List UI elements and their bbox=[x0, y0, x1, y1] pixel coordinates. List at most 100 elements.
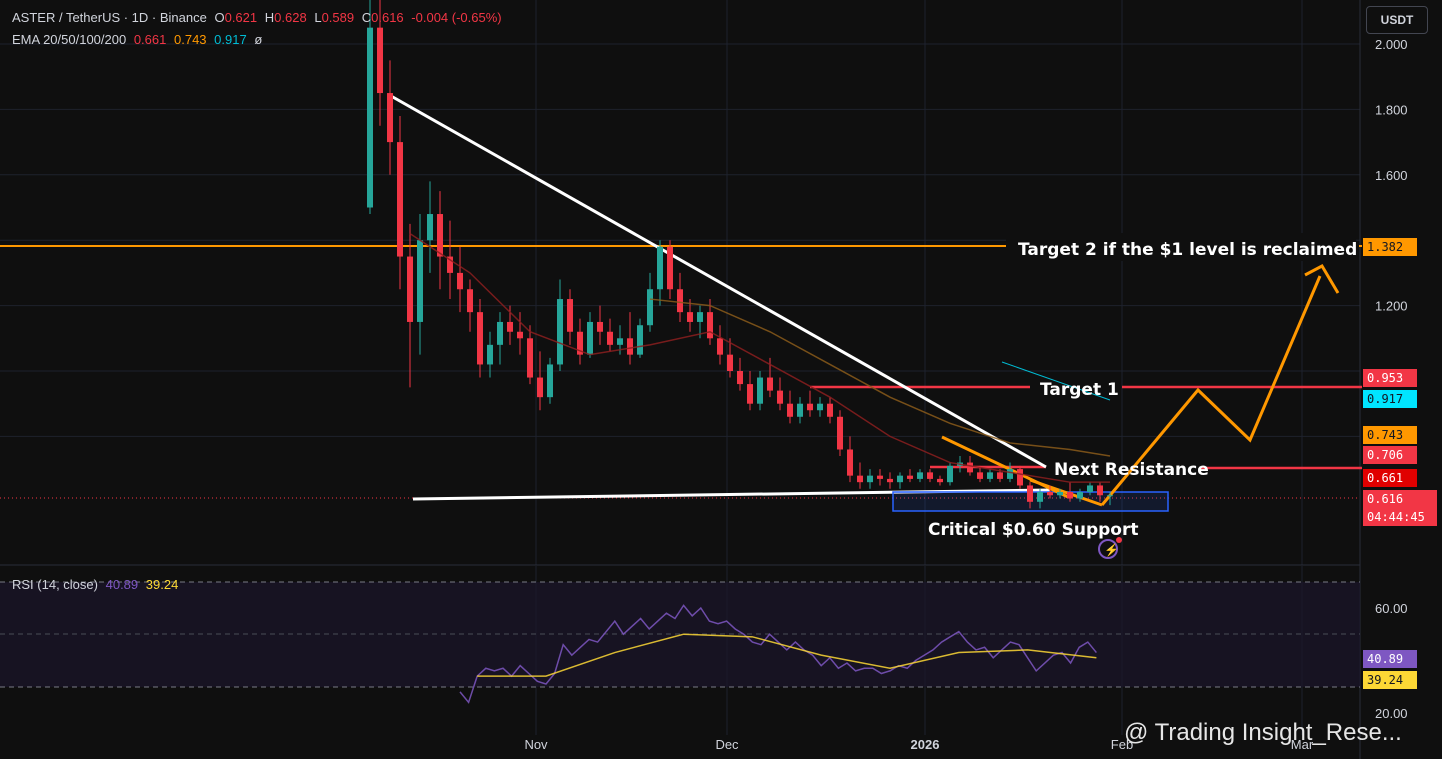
candle-body bbox=[847, 449, 853, 476]
candle-body bbox=[967, 462, 973, 473]
countdown-value: 04:44:45 bbox=[1367, 510, 1425, 524]
candle-body bbox=[427, 214, 433, 241]
time-tick-label: Feb bbox=[1111, 737, 1133, 752]
candle-body bbox=[817, 403, 823, 411]
candle-body bbox=[867, 475, 873, 483]
projection-path[interactable] bbox=[1100, 275, 1322, 506]
candle-body bbox=[567, 299, 573, 332]
time-tick-label: Nov bbox=[524, 737, 548, 752]
candle-body bbox=[547, 364, 553, 398]
candle-body bbox=[937, 478, 943, 483]
rsi-legend: RSI (14, close) 40.89 39.24 bbox=[12, 577, 182, 592]
candle-body bbox=[607, 331, 613, 345]
candle-body bbox=[707, 312, 713, 339]
price-tick-label: 2.000 bbox=[1375, 37, 1408, 52]
candle-body bbox=[1097, 485, 1103, 496]
price-tick-label: 1.800 bbox=[1375, 102, 1408, 117]
currency-button[interactable]: USDT bbox=[1366, 6, 1428, 34]
candle-body bbox=[977, 472, 983, 479]
candle-body bbox=[827, 403, 833, 417]
open-value: 0.621 bbox=[224, 10, 258, 25]
candle-body bbox=[997, 472, 1003, 479]
candle-body bbox=[447, 256, 453, 273]
candle-body bbox=[387, 93, 393, 143]
candle-body bbox=[657, 246, 663, 290]
alert-badge bbox=[1116, 537, 1122, 543]
candle-body bbox=[467, 289, 473, 313]
candle-body bbox=[1007, 469, 1013, 479]
candle-body bbox=[637, 325, 643, 355]
rsi-tick-label: 20.00 bbox=[1375, 706, 1408, 721]
candle-body bbox=[947, 465, 953, 483]
symbol-legend: ASTER / TetherUS · 1D · Binance O0.621 H… bbox=[12, 10, 506, 25]
candle-body bbox=[927, 472, 933, 479]
candle-body bbox=[777, 390, 783, 404]
ema20-line bbox=[409, 233, 1110, 483]
target2-label-bg bbox=[1006, 233, 1356, 261]
candle-body bbox=[697, 312, 703, 322]
resistance-price-tag: 0.706 bbox=[1363, 446, 1417, 464]
candle-body bbox=[437, 214, 443, 257]
target2-price-tag: 1.382 bbox=[1363, 238, 1417, 256]
candle-body bbox=[507, 321, 513, 332]
target1-label: Target 1 bbox=[1040, 380, 1119, 400]
candle-body bbox=[587, 321, 593, 355]
rsi-value-tag: 40.89 bbox=[1363, 650, 1417, 668]
close-value: 0.616 bbox=[371, 10, 404, 25]
rsi-ma-line bbox=[477, 633, 1097, 677]
ema-lines bbox=[409, 233, 1111, 483]
candle-body bbox=[717, 338, 723, 355]
orange-channel-lower[interactable] bbox=[1029, 478, 1103, 507]
candle-body bbox=[757, 377, 763, 404]
candle-body bbox=[1057, 491, 1063, 496]
ema100-value: 0.917 bbox=[214, 32, 247, 47]
rsi-lines bbox=[459, 604, 1097, 704]
resistance-label: Next Resistance bbox=[1054, 460, 1209, 480]
candle-body bbox=[917, 472, 923, 479]
candle-body bbox=[797, 403, 803, 417]
high-value: 0.628 bbox=[274, 10, 307, 25]
close-label: C bbox=[361, 10, 372, 25]
candle-body bbox=[767, 377, 773, 391]
candle-body bbox=[807, 403, 813, 411]
candle-body bbox=[537, 377, 543, 398]
rsi-ma-value: 39.24 bbox=[145, 577, 179, 592]
rsi-line bbox=[459, 604, 1097, 704]
candle-body bbox=[417, 240, 423, 322]
candle-body bbox=[727, 354, 733, 371]
rsi-label: RSI (14, close) bbox=[12, 577, 98, 592]
ema20-price-tag: 0.661 bbox=[1363, 469, 1417, 487]
rsi-value: 40.89 bbox=[105, 577, 139, 592]
candle-body bbox=[877, 475, 883, 479]
alert-icon[interactable] bbox=[1098, 539, 1118, 559]
ema50-price-tag: 0.743 bbox=[1363, 426, 1417, 444]
ema50-line bbox=[649, 298, 1111, 457]
candle-body bbox=[457, 272, 463, 290]
time-tick-label: Mar bbox=[1291, 737, 1314, 752]
candle-body bbox=[617, 338, 623, 345]
lightning-icon: ⚡ bbox=[1104, 543, 1119, 557]
candle-body bbox=[527, 338, 533, 378]
axes: 2.000 1.800 1.600 1.200 Nov Dec 2026 Feb Mar 60.0… bbox=[524, 37, 1407, 752]
candle-body bbox=[1087, 485, 1093, 492]
price-tick-label: 1.200 bbox=[1375, 299, 1408, 314]
ema100-line bbox=[1001, 361, 1111, 401]
low-label: L bbox=[314, 10, 322, 25]
descending-trendline[interactable] bbox=[390, 94, 1047, 469]
candle-body bbox=[647, 289, 653, 326]
candle-body bbox=[747, 384, 753, 404]
last-price-value: 0.616 bbox=[1367, 492, 1404, 506]
candle-body bbox=[557, 299, 563, 365]
candle-body bbox=[517, 331, 523, 339]
candle-body bbox=[397, 142, 403, 257]
candle-body bbox=[677, 289, 683, 313]
low-value: 0.589 bbox=[321, 10, 355, 25]
candle-body bbox=[1017, 469, 1023, 486]
candle-body bbox=[857, 475, 863, 483]
candle-body bbox=[687, 312, 693, 322]
target1-price-tag: 0.953 bbox=[1363, 369, 1417, 387]
candle-body bbox=[737, 371, 743, 385]
target2-label: Target 2 if the $1 level is reclaimed bbox=[1018, 240, 1357, 260]
high-label: H bbox=[264, 10, 275, 25]
